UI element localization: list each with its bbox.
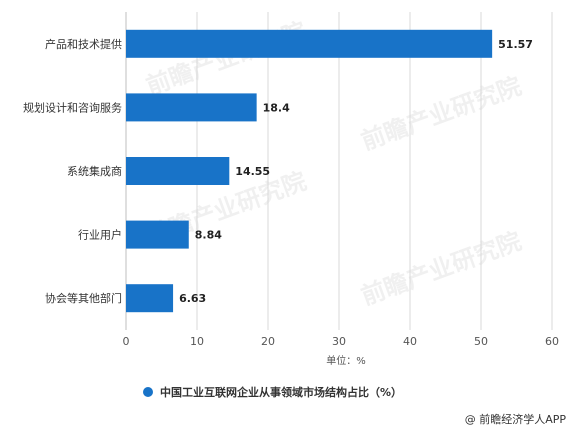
legend: 中国工业互联网企业从事领域市场结构占比（%） <box>143 385 402 399</box>
legend-marker <box>143 387 153 397</box>
watermark-text: 前瞻产业研究院 <box>357 227 524 311</box>
x-axis-title: 单位：% <box>326 354 366 367</box>
category-label: 规划设计和咨询服务 <box>23 100 122 114</box>
x-tick-label: 10 <box>190 335 204 348</box>
category-label: 行业用户 <box>78 228 122 242</box>
legend-label: 中国工业互联网企业从事领域市场结构占比（%） <box>160 385 402 399</box>
bar <box>126 93 257 122</box>
value-label: 18.4 <box>263 101 290 114</box>
watermark-text: 前瞻产业研究院 <box>357 72 524 156</box>
x-tick-label: 30 <box>332 335 346 348</box>
bars <box>126 29 493 313</box>
bar <box>126 220 189 249</box>
bar <box>126 157 230 185</box>
x-tick-labels: 0 10 20 30 40 50 60 <box>123 335 560 348</box>
category-label: 产品和技术提供 <box>45 37 122 51</box>
value-label: 6.63 <box>179 292 206 305</box>
value-label: 14.55 <box>235 165 270 178</box>
category-label: 系统集成商 <box>67 164 122 178</box>
x-tick-label: 20 <box>261 335 275 348</box>
bar <box>126 29 493 58</box>
x-tick-label: 40 <box>403 335 417 348</box>
category-label: 协会等其他部门 <box>45 291 122 305</box>
x-tick-label: 50 <box>474 335 488 348</box>
x-tick-label: 60 <box>545 335 559 348</box>
x-tick-label: 0 <box>123 335 130 348</box>
value-labels: 51.57 18.4 14.55 8.84 6.63 <box>179 38 533 305</box>
value-label: 51.57 <box>498 38 533 51</box>
watermark-text: 前瞻产业研究院 <box>142 17 309 101</box>
value-label: 8.84 <box>195 229 222 242</box>
source-credit: @ 前瞻经济学人APP <box>465 412 567 426</box>
bar <box>126 284 174 313</box>
